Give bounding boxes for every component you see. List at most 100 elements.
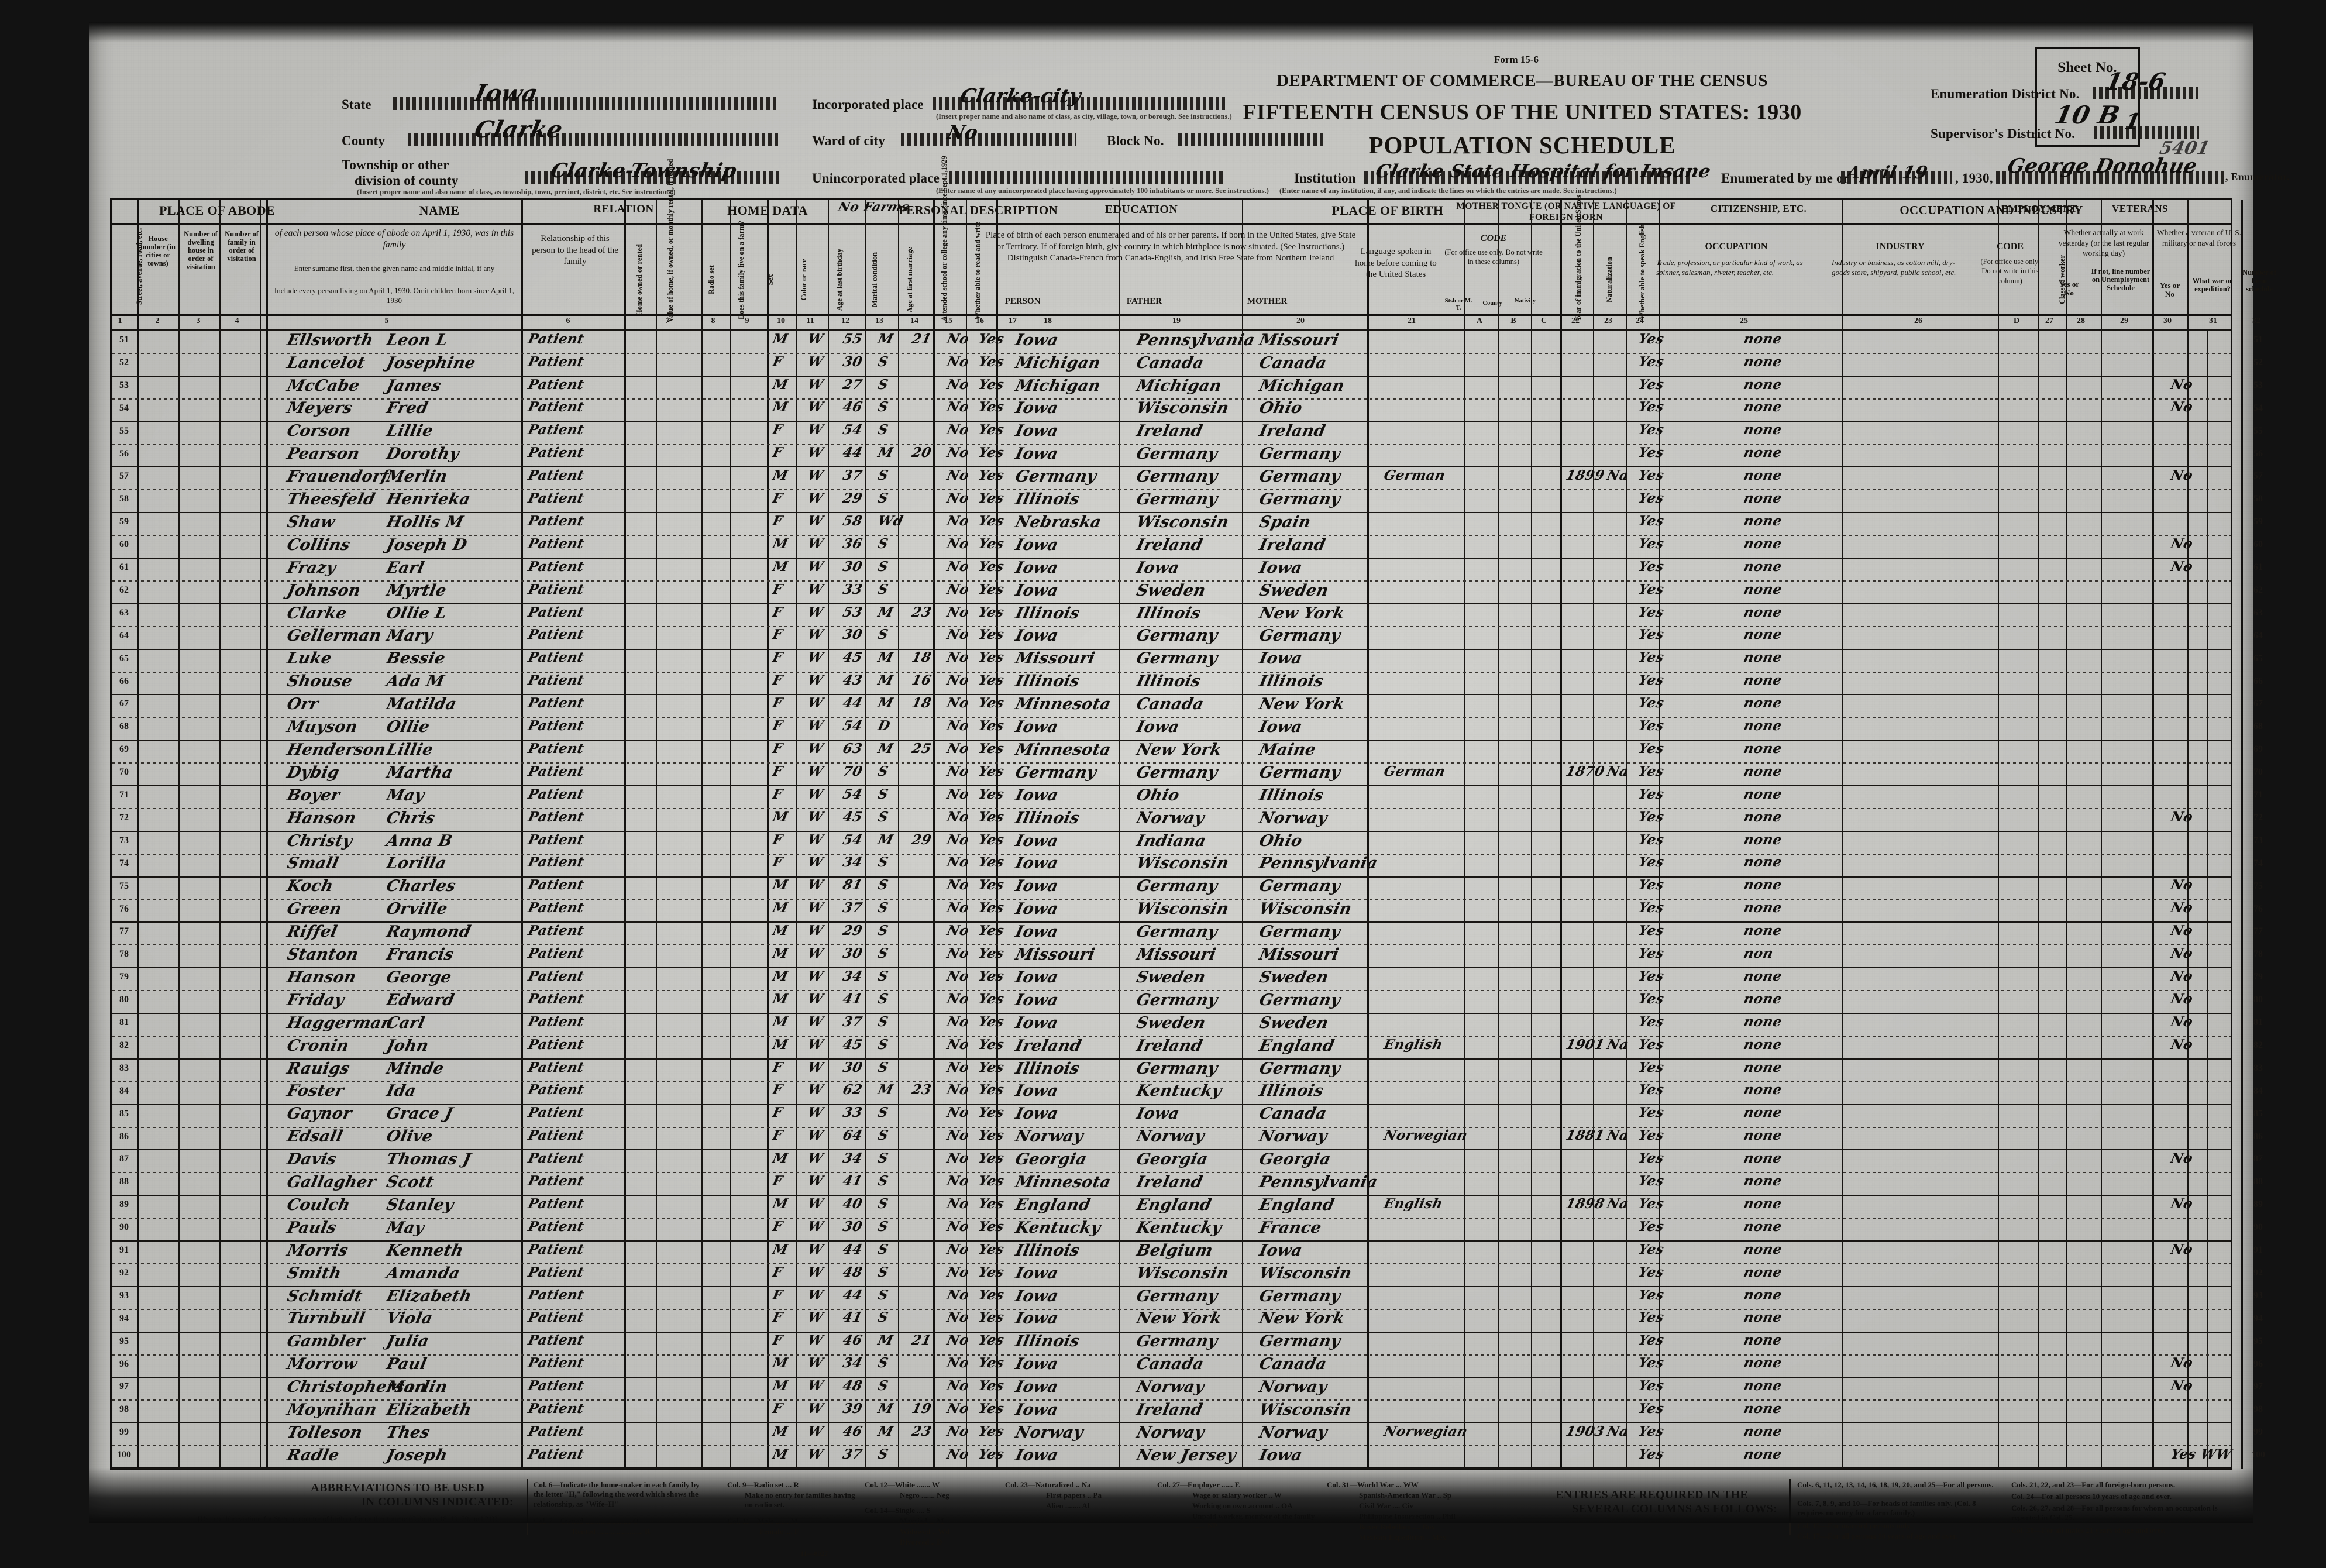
table-row[interactable]: 82 82 Cronin John Patient M W 45 S No Yes Ireland Ir…: [112, 1036, 2263, 1059]
table-row[interactable]: 72 72 Hanson Chris Patient M W 45 S No Yes Illinois…: [112, 809, 2263, 831]
colhead-father: FATHER: [1126, 297, 1162, 306]
table-row[interactable]: 87 87 Davis Thomas J Patient M W 34 S No Yes Georgi…: [112, 1150, 2263, 1172]
cell-mb: Germany: [1257, 1059, 1343, 1078]
colhead-marital-condition: Marital condition: [870, 252, 879, 308]
row-separator: [112, 603, 2231, 604]
row-separator: [112, 1354, 2231, 1356]
column-number-21: 21: [1408, 317, 1416, 325]
table-row[interactable]: 81 81 Haggerman Carl Patient M W 37 S No Yes Iowa Sw…: [112, 1013, 2263, 1036]
row-number-left: 82: [119, 1040, 129, 1050]
row-number-right: 88: [2253, 1177, 2263, 1187]
table-row[interactable]: 59 59 Shaw Hollis M Patient F W 58 Wd No Yes Nebras…: [112, 513, 2263, 535]
row-number-left: 81: [119, 1017, 129, 1027]
cell-mb: Wisconsin: [1257, 900, 1354, 919]
table-row[interactable]: 89 89 Coulch Stanley Patient M W 40 S No Yes Englan…: [112, 1195, 2263, 1218]
table-row[interactable]: 61 61 Frazy Earl Patient M W 30 S No Yes Iowa Iowa Io…: [112, 558, 2263, 581]
subheader-rule: [112, 314, 2231, 316]
table-row[interactable]: 91 91 Morris Kenneth Patient M W 44 S No Yes Illino…: [112, 1241, 2263, 1264]
row-number-right: 57: [2253, 471, 2263, 482]
table-row[interactable]: 96 96 Morrow Paul Patient M W 34 S No Yes Iowa Canad…: [112, 1355, 2263, 1378]
table-row[interactable]: 58 58 Theesfeld Henrieka Patient F W 29 S No Yes Il…: [112, 490, 2263, 513]
table-row[interactable]: 56 56 Pearson Dorothy Patient F W 44 M 20 No Yes Iow…: [112, 445, 2263, 467]
row-number-left: 99: [119, 1427, 129, 1438]
table-row[interactable]: 100 100 Radle Joseph Patient M W 37 S No Yes Iowa Ne…: [112, 1446, 2265, 1469]
cell-given: Francis: [384, 945, 456, 964]
row-number-right: 76: [2253, 903, 2263, 914]
table-row[interactable]: 78 78 Stanton Francis Patient M W 30 S No Yes Misso…: [112, 945, 2263, 968]
table-row[interactable]: 76 76 Green Orville Patient M W 37 S No Yes Iowa Wis…: [112, 900, 2263, 923]
colhead-code-2: CODE: [1996, 242, 2024, 252]
table-row[interactable]: 66 66 Shouse Ada M Patient F W 43 M 16 No Yes Illino…: [112, 672, 2263, 695]
footer-col27: Col. 27—Employer ...... E: [1157, 1480, 1240, 1489]
cell-fb: Indiana: [1134, 831, 1208, 850]
row-number-left: 55: [119, 425, 129, 436]
rule-veterans: [2241, 200, 2243, 1469]
table-row[interactable]: 92 92 Smith Amanda Patient F W 48 S No Yes Iowa Wisc…: [112, 1264, 2263, 1287]
table-row[interactable]: 57 57 Frauendorf Merlin Patient M W 37 S No Yes Ger…: [112, 467, 2263, 490]
row-number-right: 95: [2253, 1336, 2263, 1346]
table-row[interactable]: 52 52 Lancelot Josephine Patient F W 30 S No Yes Mi…: [112, 353, 2263, 376]
row-separator: [112, 899, 2231, 900]
table-row[interactable]: 77 77 Riffel Raymond Patient M W 29 S No Yes Iowa Ge…: [112, 922, 2263, 945]
cell-surname: Koch: [285, 877, 335, 896]
table-row[interactable]: 95 95 Gambler Julia Patient F W 46 M 21 No Yes Illin…: [112, 1332, 2263, 1355]
row-separator: [112, 375, 2231, 377]
footer-col12-negro: Negro ....... Neg: [900, 1491, 949, 1500]
table-row[interactable]: 73 73 Christy Anna B Patient F W 54 M 29 No Yes Iowa…: [112, 831, 2263, 854]
column-number-11: 11: [806, 317, 814, 325]
table-row[interactable]: 62 62 Johnson Myrtle Patient F W 33 S No Yes Iowa Sw…: [112, 581, 2263, 604]
table-row[interactable]: 55 55 Corson Lillie Patient F W 54 S No Yes Iowa Ire…: [112, 422, 2263, 445]
table-row[interactable]: 51 51 Ellsworth Leon L Patient M W 55 M 21 No Yes Io…: [112, 331, 2263, 353]
table-row[interactable]: 70 70 Dybig Martha Patient F W 70 S No Yes Germany G…: [112, 763, 2263, 786]
table-row[interactable]: 54 54 Meyers Fred Patient M W 46 S No Yes Iowa Wisco…: [112, 399, 2263, 422]
cell-rel: Patient: [527, 353, 586, 370]
footer-req8: Col. 30—For all males 21 years of age an…: [2011, 1526, 2166, 1535]
cell-mb: Missouri: [1257, 945, 1341, 964]
footer-col14-widowed: Widowed .. Wd: [900, 1527, 950, 1536]
table-row[interactable]: 93 93 Schmidt Elizabeth Patient F W 44 S No Yes Iow…: [112, 1287, 2263, 1309]
table-row[interactable]: 84 84 Foster Ida Patient F W 62 M 23 No Yes Iowa Kent…: [112, 1082, 2263, 1105]
table-row[interactable]: 71 71 Boyer May Patient F W 54 S No Yes Iowa Ohio Ill…: [112, 786, 2263, 809]
table-row[interactable]: 94 94 Turnbull Viola Patient F W 41 S No Yes Iowa Ne…: [112, 1309, 2263, 1332]
table-row[interactable]: 74 74 Small Lorilla Patient F W 34 S No Yes Iowa Wis…: [112, 854, 2263, 877]
table-row[interactable]: 85 85 Gaynor Grace J Patient F W 33 S No Yes Iowa Io…: [112, 1105, 2263, 1127]
cell-surname: Shaw: [285, 513, 337, 531]
cell-surname: Foster: [285, 1082, 346, 1101]
row-number-right: 83: [2253, 1062, 2263, 1073]
table-row[interactable]: 90 90 Pauls May Patient F W 30 S No Yes Kentucky Ken…: [112, 1218, 2263, 1241]
row-separator: [112, 1331, 2231, 1333]
cell-surname: Luke: [285, 649, 333, 668]
cell-surname: Johnson: [285, 581, 363, 600]
colhead-at-work-yes-no: Yes or No: [2059, 280, 2080, 297]
colhead-name-note2: Include every person living on April 1, …: [274, 286, 515, 305]
cell-mb: Canada: [1257, 1105, 1329, 1123]
county-rule: [408, 133, 779, 146]
table-row[interactable]: 60 60 Collins Joseph D Patient M W 36 S No Yes Iowa…: [112, 535, 2263, 558]
table-row[interactable]: 64 64 Gellerman Mary Patient F W 30 S No Yes Iowa Ge…: [112, 627, 2263, 649]
cell-mb: Sweden: [1257, 968, 1330, 986]
table-row[interactable]: 99 99 Tolleson Thes Patient M W 46 M 23 No Yes Norwa…: [112, 1423, 2263, 1446]
table-row[interactable]: 63 63 Clarke Ollie L Patient F W 53 M 23 No Yes Illi…: [112, 604, 2263, 627]
cell-mb: Iowa: [1257, 558, 1304, 577]
table-row[interactable]: 65 65 Luke Bessie Patient F W 45 M 18 No Yes Missour…: [112, 649, 2263, 672]
colhead-code-1-note: (For office use only. Do not write in th…: [1444, 248, 1543, 266]
table-row[interactable]: 86 86 Edsall Olive Patient F W 64 S No Yes Norway No…: [112, 1127, 2263, 1150]
table-row[interactable]: 53 53 McCabe James Patient M W 27 S No Yes Michigan…: [112, 376, 2263, 399]
cell-rel: Patient: [527, 376, 586, 393]
cell-pb: Iowa: [1013, 1401, 1060, 1419]
rule-code-a: [1498, 200, 1499, 1469]
table-row[interactable]: 68 68 Muyson Ollie Patient F W 54 D No Yes Iowa Iowa…: [112, 717, 2263, 740]
table-row[interactable]: 79 79 Hanson George Patient M W 34 S No Yes Iowa Swe…: [112, 968, 2263, 991]
rule-name: [521, 200, 523, 1469]
table-row[interactable]: 80 80 Friday Edward Patient M W 41 S No Yes Iowa Ger…: [112, 991, 2263, 1013]
table-row[interactable]: 75 75 Koch Charles Patient M W 81 S No Yes Iowa Germ…: [112, 877, 2263, 900]
row-separator: [112, 807, 2231, 809]
table-row[interactable]: 88 88 Gallagher Scott Patient F W 41 S No Yes Minne…: [112, 1172, 2263, 1195]
table-row[interactable]: 97 97 Christopherson Marlin Patient M W 48 S No Ye…: [112, 1377, 2263, 1400]
table-row[interactable]: 98 98 Moynihan Elizabeth Patient F W 39 M 19 No Yes…: [112, 1400, 2263, 1423]
table-row[interactable]: 83 83 Rauigs Minde Patient F W 30 S No Yes Illinois…: [112, 1059, 2263, 1082]
row-number-left: 84: [119, 1085, 129, 1096]
table-row[interactable]: 67 67 Orr Matilda Patient F W 44 M 18 No Yes Minneso…: [112, 694, 2263, 717]
table-row[interactable]: 69 69 Henderson Lillie Patient F W 63 M 25 No Yes Mi…: [112, 740, 2263, 763]
rule-c28: [2101, 200, 2102, 1469]
